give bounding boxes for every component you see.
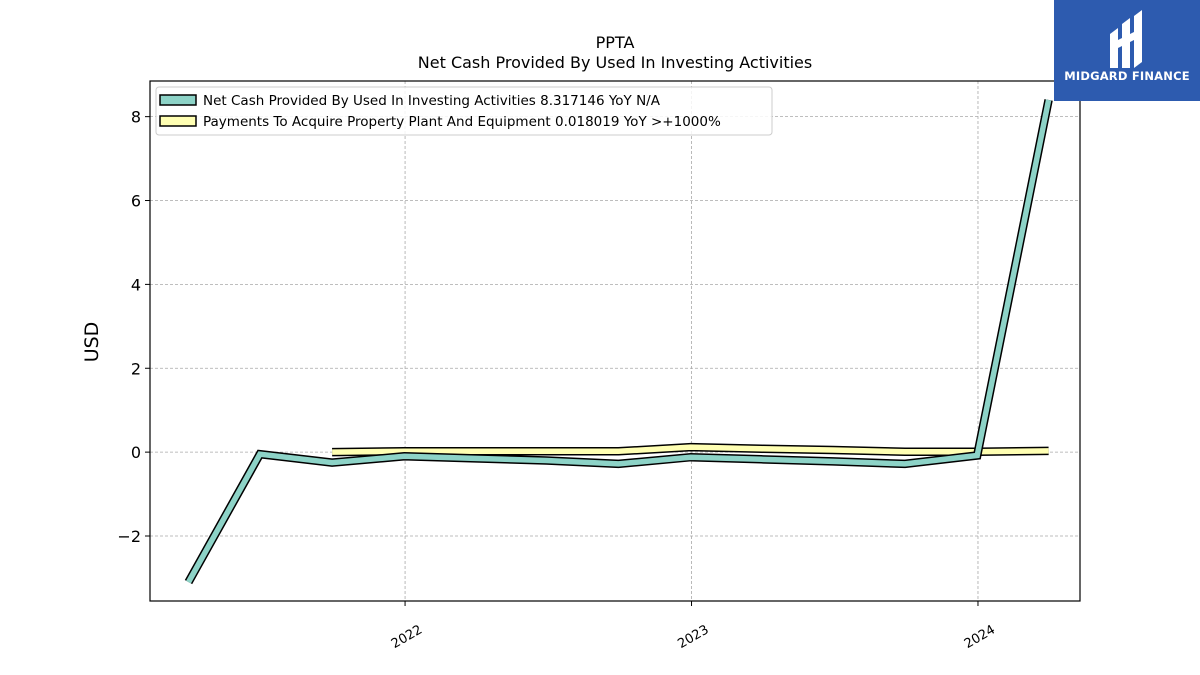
y-tick-label: 2 (131, 359, 141, 378)
x-tick-label: 2022 (389, 622, 425, 652)
legend-box (155, 86, 773, 136)
legend-swatch (159, 115, 197, 127)
y-tick-label: 8 (131, 108, 141, 127)
x-tick-label: 2023 (675, 622, 711, 652)
y-tick-label: 4 (131, 275, 141, 294)
legend: Net Cash Provided By Used In Investing A… (155, 86, 773, 136)
midgard-logo-icon (1110, 10, 1142, 68)
legend-label: Net Cash Provided By Used In Investing A… (203, 93, 661, 109)
series-line-1 (184, 99, 1053, 585)
y-tick-label: 0 (131, 443, 141, 462)
grid-lines (150, 81, 1080, 601)
series-group (184, 99, 1053, 585)
axis-ticks: −2 0 2 4 6 8 2022 2023 2024 (117, 108, 998, 652)
y-tick-label: −2 (117, 527, 141, 546)
series-outline (184, 99, 1053, 585)
legend-label: Payments To Acquire Property Plant And E… (203, 114, 721, 130)
plot-frame (149, 80, 1081, 602)
series-line-2 (332, 442, 1049, 457)
legend-swatch (159, 94, 197, 106)
chart-subtitle: Net Cash Provided By Used In Investing A… (418, 53, 812, 72)
y-axis-label: USD (81, 322, 103, 363)
chart-title: PPTA (596, 33, 635, 52)
series-stroke (186, 99, 1052, 584)
x-tick-label: 2024 (962, 622, 998, 652)
series-stroke (332, 444, 1049, 455)
brand-name: MIDGARD FINANCE (1064, 69, 1190, 83)
y-tick-label: 6 (131, 192, 141, 211)
brand-logo: MIDGARD FINANCE (1054, 0, 1200, 101)
